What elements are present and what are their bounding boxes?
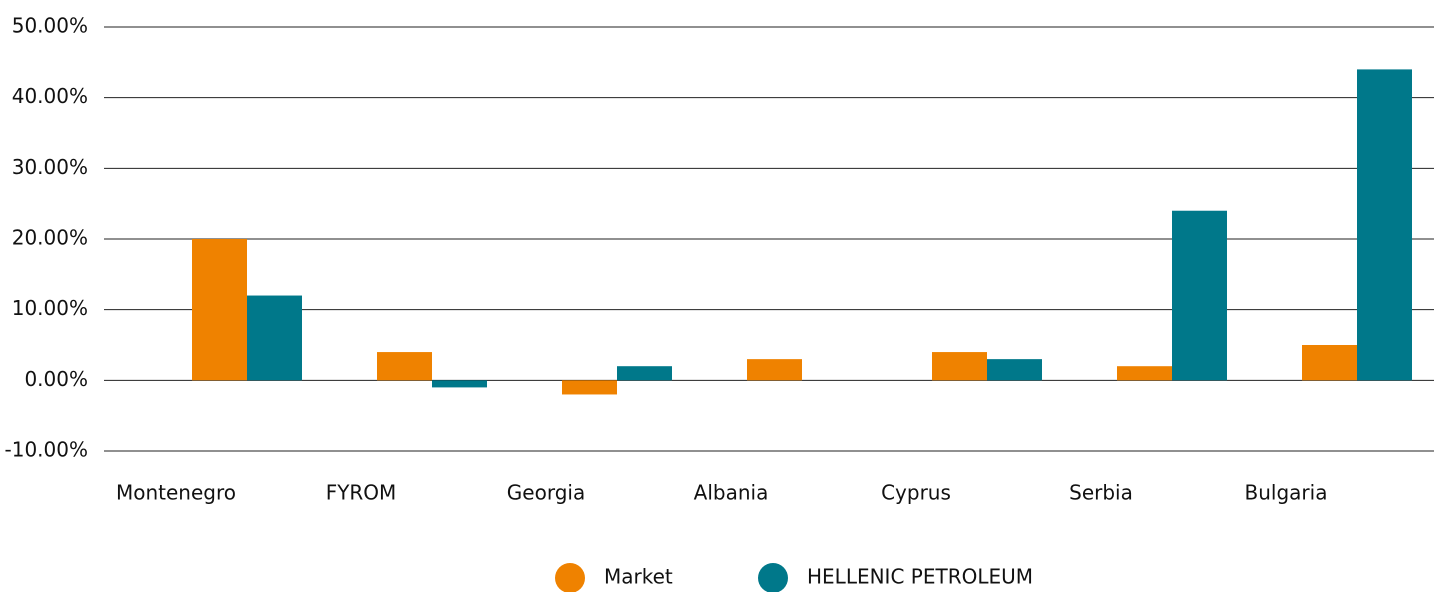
y-tick-label: 20.00% xyxy=(12,226,88,250)
y-tick-label: 0.00% xyxy=(24,367,88,391)
legend-swatch xyxy=(555,563,585,593)
bar xyxy=(1302,345,1357,381)
bar xyxy=(1117,366,1172,381)
legend-swatch xyxy=(758,563,788,593)
legend-label: HELLENIC PETROLEUM xyxy=(807,565,1033,589)
bar xyxy=(432,380,487,388)
y-tick-label: -10.00% xyxy=(5,438,88,462)
x-tick-label: FYROM xyxy=(326,481,397,505)
legend-label: Market xyxy=(604,565,673,589)
bar xyxy=(247,295,302,381)
y-tick-label: 10.00% xyxy=(12,296,88,320)
bar xyxy=(192,239,247,381)
bar xyxy=(377,352,432,381)
y-tick-label: 30.00% xyxy=(12,155,88,179)
x-tick-label: Montenegro xyxy=(116,481,236,505)
y-tick-label: 40.00% xyxy=(12,84,88,108)
bar xyxy=(1357,69,1412,381)
bar xyxy=(1172,210,1227,381)
x-tick-label: Bulgaria xyxy=(1245,481,1328,505)
bar xyxy=(987,359,1042,381)
bar xyxy=(617,366,672,381)
x-tick-label: Albania xyxy=(694,481,769,505)
y-tick-label: 50.00% xyxy=(12,14,88,38)
bar xyxy=(932,352,987,381)
x-tick-label: Serbia xyxy=(1069,481,1133,505)
x-tick-label: Cyprus xyxy=(881,481,951,505)
bar xyxy=(562,380,617,395)
x-tick-label: Georgia xyxy=(507,481,585,505)
bar xyxy=(747,359,802,381)
